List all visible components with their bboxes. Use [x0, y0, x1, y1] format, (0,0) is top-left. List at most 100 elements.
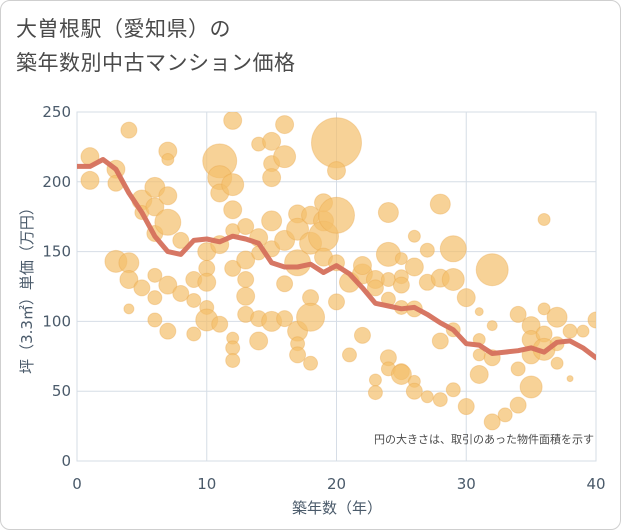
bubble-point [566, 375, 574, 383]
y-tick-label: 100 [42, 312, 71, 330]
bubble-point [158, 186, 178, 206]
bubble-point [483, 413, 501, 431]
bubble-point [509, 396, 527, 414]
bubble-point [550, 356, 564, 370]
bubble-point [441, 268, 465, 292]
bubble-point [158, 275, 178, 295]
x-tick-label: 0 [72, 475, 82, 493]
bubble-point [368, 373, 382, 387]
bubble-point [562, 323, 578, 339]
bubble-point [407, 229, 421, 243]
bubble-point [394, 252, 408, 266]
bubble-point [276, 275, 294, 293]
bubble-point [172, 284, 190, 302]
trend-line [77, 157, 596, 361]
x-tick-label: 40 [586, 475, 605, 493]
bubble-point [223, 200, 243, 220]
bubble-point [587, 311, 596, 329]
bubble-point [318, 196, 355, 234]
annotation-text: 円の大きさは、取引のあった物件面積を示す [374, 432, 594, 446]
bubble-point [537, 212, 551, 226]
bubble-point [576, 324, 590, 338]
bubble-point [237, 271, 255, 289]
bubble-point [123, 303, 135, 315]
bubble-point [367, 385, 383, 401]
bubble-point [172, 231, 190, 249]
bubble-point [432, 392, 448, 408]
y-tick-label: 150 [42, 243, 71, 261]
bubble-point [221, 173, 245, 197]
y-tick-label: 250 [42, 103, 71, 121]
bubble-point [457, 398, 475, 416]
y-tick-label: 200 [42, 173, 71, 191]
bubble-point [469, 364, 489, 384]
title-line-1: 大曽根駅（愛知県）の [16, 17, 231, 41]
x-tick-label: 30 [457, 475, 476, 493]
bubble-point [80, 170, 100, 190]
bubble-point [275, 115, 295, 135]
bubble-point [119, 270, 139, 290]
bubble-point [118, 252, 140, 274]
x-axis-label: 築年数（年） [292, 499, 382, 517]
bubble-point [439, 235, 467, 263]
bubble-point [236, 250, 256, 270]
bubble-point [261, 210, 283, 232]
axes: 0 10 20 30 40 0 50 100 150 200 250 [42, 103, 605, 493]
bubble-point [296, 302, 326, 332]
x-tick-label: 20 [327, 475, 346, 493]
bubble-point [546, 306, 568, 328]
bubble-point [303, 355, 319, 371]
bubble-point [486, 320, 498, 332]
bubble-point [225, 352, 241, 368]
bubble-point [328, 293, 345, 311]
bubble-point [276, 310, 294, 328]
bubble-point [273, 145, 297, 169]
bubble-point [211, 315, 229, 333]
bubble-point [159, 322, 177, 340]
bubble-point [225, 340, 241, 356]
bubble-point [431, 332, 449, 350]
chart-title: 大曽根駅（愛知県）の 築年数別中古マンション価格 [16, 12, 296, 80]
bubble-point [537, 302, 551, 316]
bubble-point [262, 131, 282, 151]
x-tick-label: 10 [197, 475, 216, 493]
bubble-point [392, 276, 410, 294]
bubble-point [404, 257, 424, 277]
bubble-point [120, 121, 138, 139]
bubble-point [224, 259, 242, 277]
bubble-point [147, 312, 163, 328]
bubble-point [249, 331, 269, 351]
bubble-point [147, 267, 163, 283]
bubble-point [352, 256, 372, 276]
bubble-point [145, 197, 165, 217]
bubble-point [419, 242, 435, 258]
bubble-point [133, 279, 151, 297]
bubble-point [405, 382, 423, 400]
title-line-2: 築年数別中古マンション価格 [16, 51, 296, 75]
bubble-point [147, 290, 163, 306]
bubble-point [311, 117, 362, 169]
bubble-point [390, 363, 412, 385]
bubble-point [236, 286, 256, 306]
bubble-point [353, 326, 371, 344]
bubble-point [223, 112, 243, 130]
bubble-point [377, 202, 399, 224]
bubble-point [327, 161, 346, 181]
bubble-point [510, 361, 526, 377]
bubble-point [456, 288, 476, 308]
bubble-point [366, 279, 384, 297]
bubble-point [289, 346, 307, 364]
bubble-point [161, 152, 175, 166]
bubble-point [475, 253, 509, 287]
bubble-point [262, 168, 282, 188]
bubble-point [509, 305, 527, 323]
bubble-point [286, 217, 310, 241]
bubble-point [429, 193, 451, 215]
y-axis-label: 坪（3.3㎡）単価（万円） [18, 200, 36, 374]
bubble-point [474, 307, 484, 317]
plot-border [76, 111, 597, 462]
bubble-point [186, 292, 202, 308]
bubble-series [80, 112, 596, 431]
bubble-point [197, 272, 217, 292]
